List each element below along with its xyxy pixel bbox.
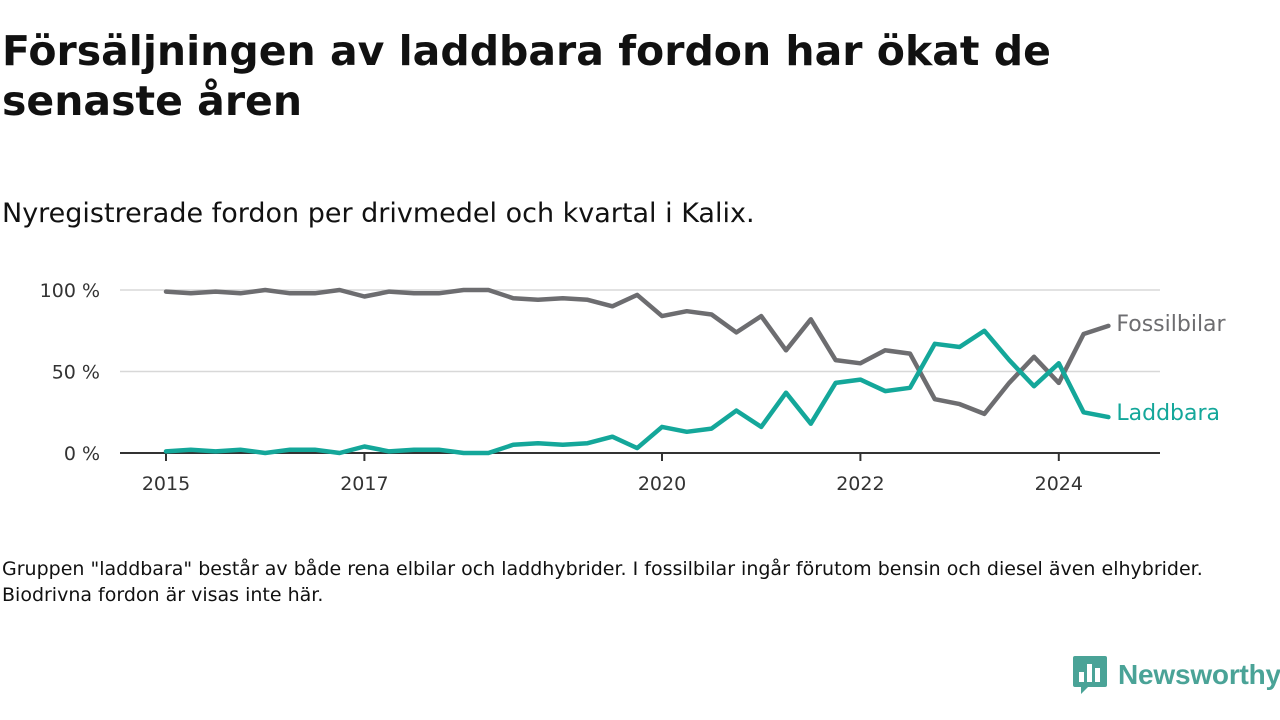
chart-title: Försäljningen av laddbara fordon har öka… (2, 27, 1051, 125)
x-tick-label: 2017 (340, 473, 388, 495)
footnote: Gruppen "laddbara" består av både rena e… (2, 558, 1203, 606)
newsworthy-logo-icon (1073, 656, 1107, 694)
y-tick-label: 50 % (52, 362, 100, 384)
x-tick-label: 2020 (638, 473, 686, 495)
y-tick-label: 0 % (64, 443, 100, 465)
gridlines (120, 289, 1160, 373)
series-line-laddbara (163, 328, 1111, 456)
x-tick-label: 2024 (1035, 473, 1083, 495)
series-labels: Fossilbilar Laddbara (1116, 312, 1226, 426)
series-lines (163, 287, 1111, 456)
series-label-fossilbilar: Fossilbilar (1116, 312, 1226, 337)
series-label-laddbara: Laddbara (1116, 401, 1220, 426)
line-chart: 0 % 50 % 100 % 2015 2017 2020 2022 2024 Fossilb… (40, 280, 1227, 495)
brand-logo: Newsworthy (1072, 655, 1280, 695)
chart-subtitle: Nyregistrerade fordon per drivmedel och … (2, 198, 755, 229)
x-tick-label: 2015 (142, 473, 190, 495)
axes: 0 % 50 % 100 % 2015 2017 2020 2022 2024 (40, 280, 1160, 495)
x-tick-label: 2022 (836, 473, 884, 495)
series-line-fossilbilar (163, 287, 1111, 417)
y-tick-label: 100 % (40, 280, 100, 302)
brand-name: Newsworthy (1118, 659, 1280, 690)
